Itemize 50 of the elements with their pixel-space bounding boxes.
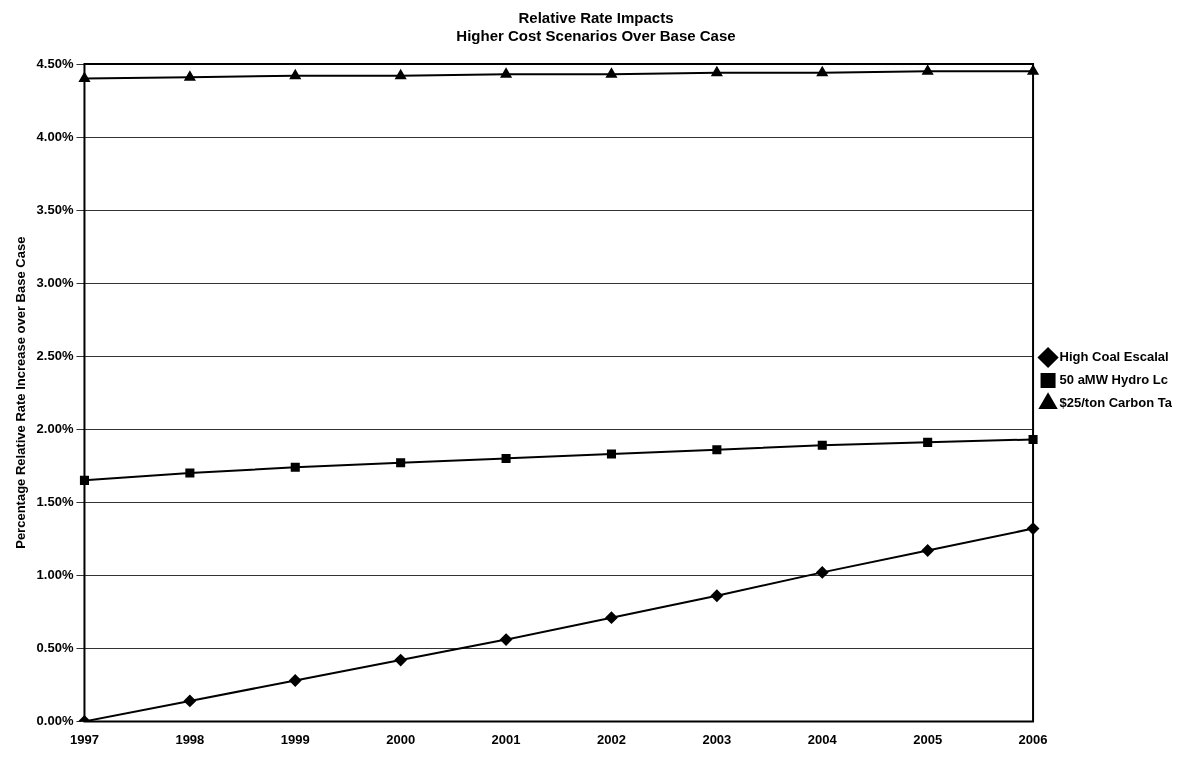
point bbox=[605, 611, 618, 624]
point bbox=[922, 65, 933, 75]
y-tick-label: 3.00% bbox=[36, 274, 74, 290]
point bbox=[711, 66, 723, 77]
y-tick-label: 2.00% bbox=[36, 420, 74, 436]
point bbox=[500, 633, 513, 646]
point bbox=[183, 694, 196, 707]
x-tick-label: 2001 bbox=[491, 731, 521, 747]
x-tick-label: 2004 bbox=[807, 731, 838, 747]
point bbox=[395, 69, 406, 80]
x-tick-label: 1999 bbox=[280, 731, 310, 747]
y-tick-label: 0.50% bbox=[36, 639, 74, 655]
point bbox=[500, 68, 512, 78]
y-tick-label: 3.50% bbox=[36, 201, 74, 217]
point bbox=[606, 68, 617, 78]
point bbox=[712, 445, 722, 455]
chart-subtitle: Higher Cost Scenarios Over Base Case bbox=[456, 27, 736, 45]
x-tick-label: 1997 bbox=[70, 731, 99, 747]
x-tick-label: 2002 bbox=[597, 731, 626, 747]
point bbox=[290, 462, 300, 472]
y-tick-label: 2.50% bbox=[36, 347, 74, 363]
point bbox=[606, 449, 616, 459]
y-tick-label: 1.50% bbox=[36, 493, 74, 509]
point bbox=[289, 69, 301, 80]
chart-title: Relative Rate Impacts bbox=[518, 9, 674, 27]
y-tick-label: 0.00% bbox=[36, 712, 74, 728]
x-tick-label: 2000 bbox=[386, 731, 416, 747]
point bbox=[289, 674, 302, 687]
legend-label: 50 aMW Hydro Lc bbox=[1059, 372, 1168, 388]
point bbox=[816, 66, 828, 77]
legend-label: High Coal Escalal bbox=[1059, 349, 1169, 365]
legend-label: $25/ton Carbon Ta bbox=[1059, 395, 1173, 411]
point bbox=[817, 440, 827, 450]
y-tick-label: 1.00% bbox=[36, 566, 74, 582]
x-tick-label: 2005 bbox=[913, 731, 943, 747]
point bbox=[710, 589, 723, 602]
point bbox=[923, 437, 933, 447]
point bbox=[184, 71, 196, 81]
x-tick-label: 2003 bbox=[702, 731, 732, 747]
point bbox=[396, 458, 406, 468]
y-tick-label: 4.00% bbox=[36, 128, 74, 144]
y-tick-label: 4.50% bbox=[36, 55, 74, 71]
point bbox=[501, 453, 511, 463]
x-tick-label: 2006 bbox=[1018, 731, 1048, 747]
point bbox=[394, 654, 407, 667]
y-axis-title: Percentage Relative Rate Increase over Base Case bbox=[13, 236, 29, 549]
x-tick-label: 1998 bbox=[175, 731, 205, 747]
point bbox=[816, 566, 829, 579]
point bbox=[185, 468, 195, 478]
point bbox=[921, 544, 934, 557]
